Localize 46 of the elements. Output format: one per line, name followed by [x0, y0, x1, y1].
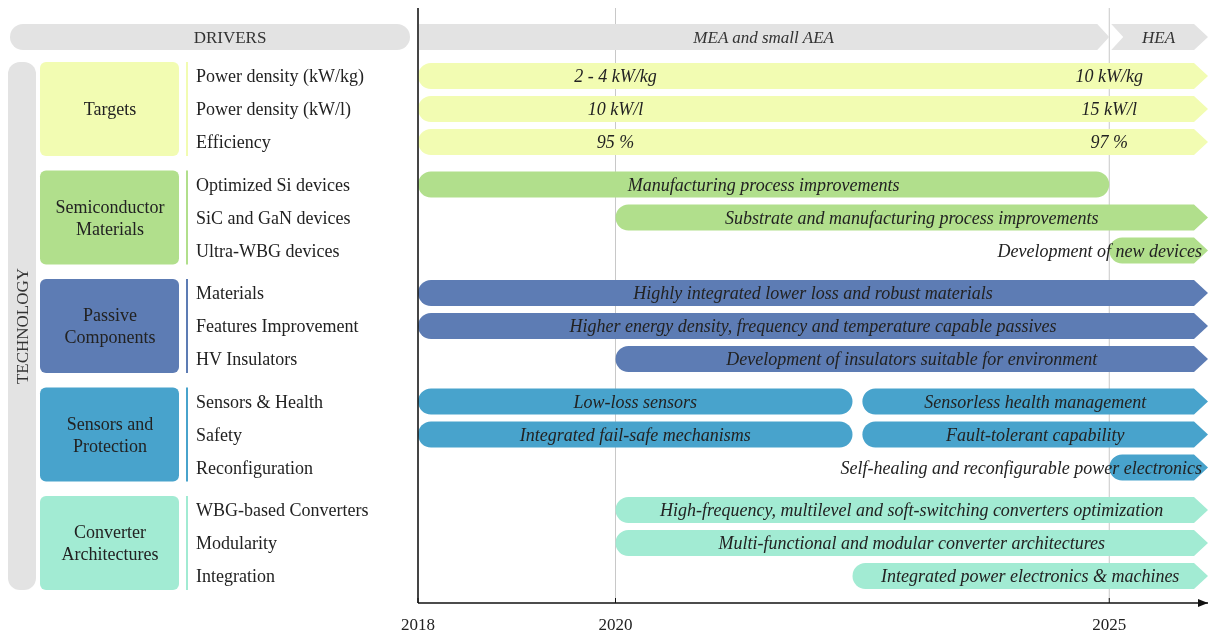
data-label: Sensorless health management: [924, 391, 1148, 412]
y-tick-label: Sensors & Health: [196, 391, 323, 412]
data-label: Substrate and manufacturing process improvements: [724, 207, 1099, 228]
text: Semiconductor Materials: [55, 196, 165, 239]
x-tick-label: 2020: [598, 615, 633, 634]
x-tick-label: 2018: [401, 615, 435, 634]
y-tick-label: Optimized Si devices: [196, 174, 350, 195]
text: Sensors and Protection: [66, 413, 154, 456]
y-tick-label: Efficiency: [196, 132, 271, 152]
data-label: Multi-functional and modular converter architectures: [717, 533, 1106, 553]
data-label: Manufacturing process improvements: [626, 174, 900, 195]
annotation: 2 - 4 kW/kg: [574, 66, 657, 86]
y-tick-label: Ultra-WBG devices: [196, 240, 340, 261]
text: HEA: [1141, 28, 1176, 47]
y-tick-label: Materials: [196, 283, 264, 303]
text: Converter Architectures: [61, 522, 159, 564]
y-tick-label: HV Insulators: [196, 349, 298, 369]
y-tick-label: Power density (kW/l): [196, 99, 351, 120]
y-tick-label: Safety: [196, 424, 242, 445]
data-label: Development of insulators suitable for environment: [725, 349, 1099, 369]
x-tick-label: 2025: [1092, 615, 1127, 634]
y-tick-label: Integration: [196, 566, 275, 586]
text: Passive Components: [64, 305, 156, 347]
annotation: 95 %: [596, 132, 635, 152]
data-label: Development of new devices: [996, 240, 1202, 261]
y-tick-label: Reconfiguration: [196, 457, 313, 478]
data-label: High-frequency, multilevel and soft-switching converters optimization: [659, 500, 1164, 520]
data-label: Integrated fail-safe mechanisms: [518, 424, 751, 445]
data-label: Low-loss sensors: [572, 391, 698, 412]
y-tick-label: Features Improvement: [196, 316, 359, 336]
y-tick-label: SiC and GaN devices: [196, 207, 351, 228]
annotation: 15 kW/l: [1081, 99, 1137, 119]
text: Targets: [83, 99, 137, 119]
annotation: 97 %: [1090, 132, 1128, 152]
text: MEA and small AEA: [692, 28, 835, 47]
data-label: Higher energy density, frequency and temperature capable passives: [568, 316, 1057, 336]
text: TECHNOLOGY: [13, 267, 32, 385]
text: DRIVERS: [193, 28, 267, 47]
y-tick-label: WBG-based Converters: [196, 500, 369, 520]
annotation: 10 kW/l: [587, 99, 644, 119]
data-label: Fault-tolerant capability: [944, 424, 1125, 445]
y-tick-label: Power density (kW/kg): [196, 66, 364, 87]
data-label: Highly integrated lower loss and robust materials: [632, 283, 993, 303]
y-tick-label: Modularity: [196, 533, 277, 553]
data-label: Integrated power electronics & machines: [880, 566, 1180, 586]
annotation: 10 kW/kg: [1075, 66, 1143, 86]
